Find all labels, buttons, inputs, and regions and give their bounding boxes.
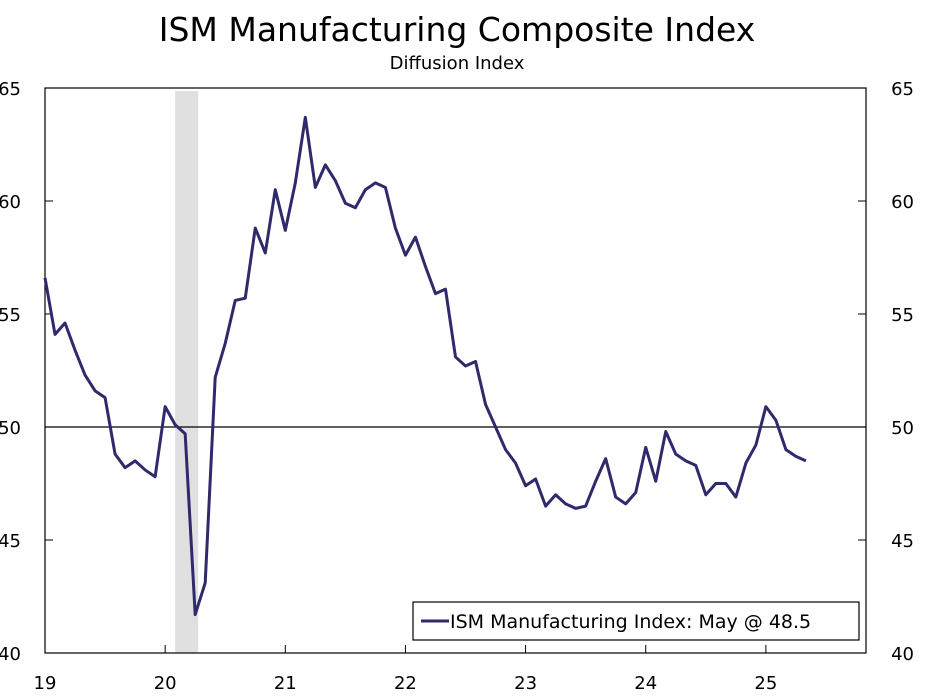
x-tick-label: 25 xyxy=(754,673,777,694)
y-tick-label-left: 55 xyxy=(0,305,21,326)
plot-frame xyxy=(44,87,867,654)
x-tick-label: 20 xyxy=(154,673,177,694)
y-tick-label-right: 55 xyxy=(891,305,914,326)
y-tick-label-left: 50 xyxy=(0,418,21,439)
y-tick-label-left: 40 xyxy=(0,644,21,665)
y-tick-label-left: 60 xyxy=(0,192,21,213)
legend-label: ISM Manufacturing Index: May @ 48.5 xyxy=(450,611,811,633)
recession-shading xyxy=(175,91,199,653)
y-tick-label-right: 60 xyxy=(891,192,914,213)
series-line xyxy=(43,115,807,617)
x-tick-label: 24 xyxy=(634,673,657,694)
x-tick-label: 23 xyxy=(514,673,537,694)
y-tick-label-right: 40 xyxy=(891,644,914,665)
chart-subtitle: Diffusion Index xyxy=(389,53,525,74)
y-tick-label-right: 65 xyxy=(891,79,914,100)
chart-title: ISM Manufacturing Composite Index xyxy=(158,10,756,49)
x-tick-label: 21 xyxy=(274,673,297,694)
y-tick-label-right: 50 xyxy=(891,418,914,439)
x-tick-label: 19 xyxy=(34,673,57,694)
y-tick-label-left: 45 xyxy=(0,531,21,552)
x-tick-label: 22 xyxy=(394,673,417,694)
legend-box xyxy=(412,601,860,641)
y-tick-label-right: 45 xyxy=(891,531,914,552)
y-tick-label-left: 65 xyxy=(0,79,21,100)
